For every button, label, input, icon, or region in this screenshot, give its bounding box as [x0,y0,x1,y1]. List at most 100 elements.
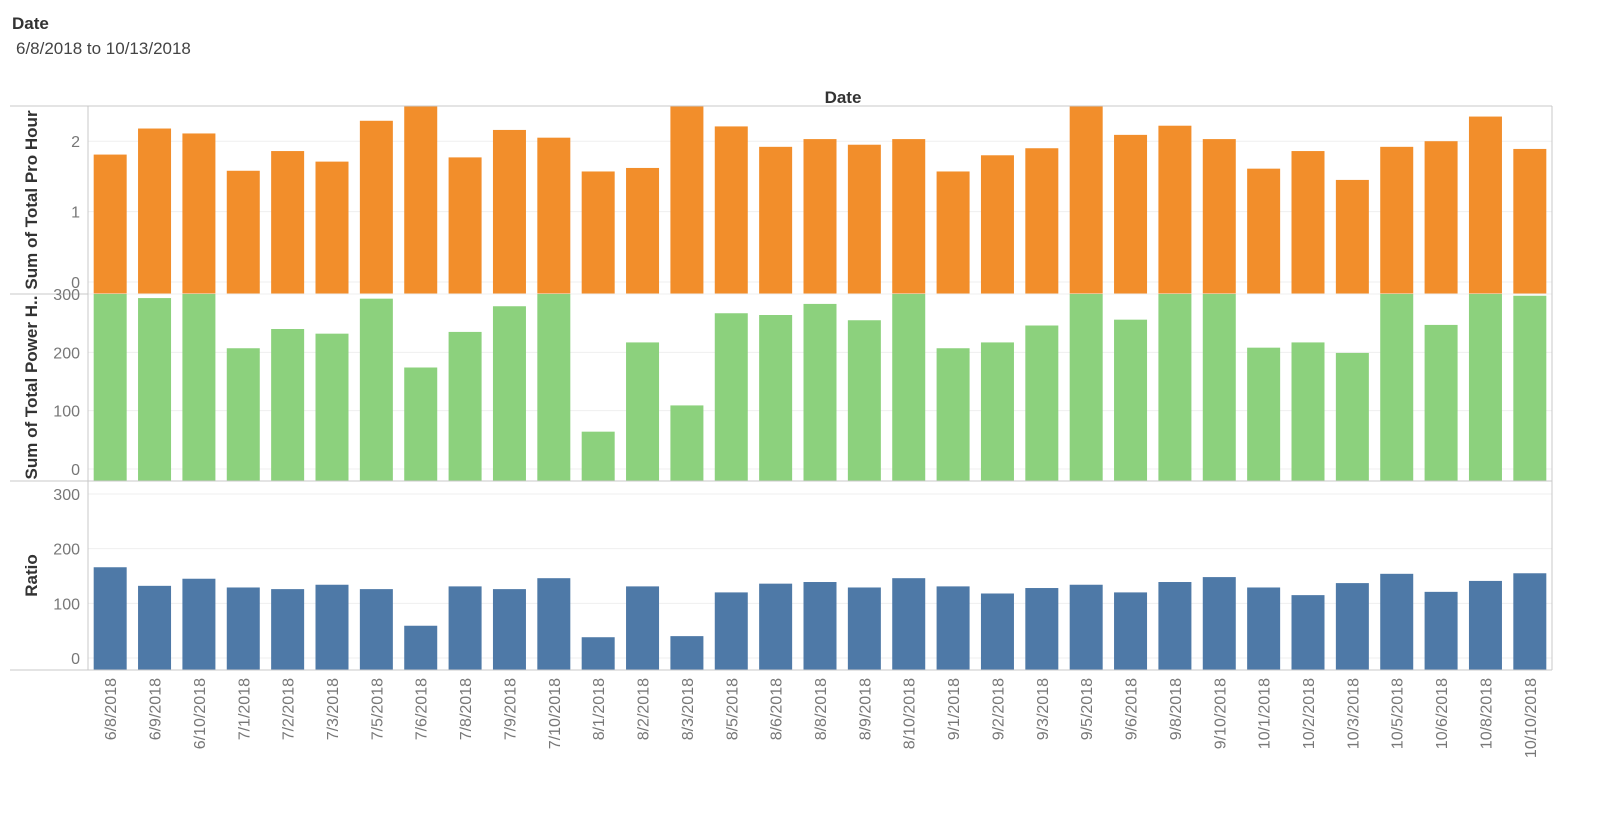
bar[interactable] [847,320,881,481]
bar[interactable] [1424,324,1458,481]
bar[interactable] [892,139,926,294]
bar[interactable] [315,333,349,481]
bar[interactable] [803,303,837,481]
bar[interactable] [138,128,172,294]
bar[interactable] [581,637,615,670]
bar[interactable] [226,170,260,294]
bar[interactable] [1380,146,1414,294]
bar[interactable] [537,578,571,670]
bar[interactable] [1291,342,1325,481]
bar[interactable] [1291,595,1325,670]
bar[interactable] [1468,580,1502,670]
bar[interactable] [670,405,704,481]
bar[interactable] [138,585,172,670]
bar[interactable] [138,298,172,481]
bar[interactable] [1069,294,1103,481]
bar[interactable] [803,139,837,294]
bar[interactable] [492,129,526,294]
bar[interactable] [271,329,305,481]
filter-range[interactable]: 6/8/2018 to 10/13/2018 [16,39,191,58]
bar[interactable] [226,348,260,481]
bar[interactable] [1114,134,1148,294]
bar[interactable] [1202,139,1236,294]
bar[interactable] [1114,592,1148,670]
bar[interactable] [892,578,926,670]
bar[interactable] [537,137,571,294]
bar[interactable] [404,367,438,482]
bar[interactable] [448,586,482,670]
bar[interactable] [759,146,793,294]
bar[interactable] [1335,583,1369,670]
bar[interactable] [1513,295,1547,481]
bar[interactable] [714,313,748,481]
bar[interactable] [1158,582,1192,670]
bar[interactable] [892,294,926,481]
bar[interactable] [93,567,127,670]
bar[interactable] [847,587,881,670]
bar[interactable] [1513,148,1547,294]
bar[interactable] [1291,151,1325,294]
bar[interactable] [670,636,704,670]
bar[interactable] [980,342,1014,481]
bar[interactable] [626,586,660,670]
bar[interactable] [492,589,526,670]
bar[interactable] [1158,294,1192,481]
bar[interactable] [759,315,793,481]
bar[interactable] [936,586,970,670]
bar[interactable] [182,578,216,670]
bar[interactable] [936,171,970,294]
bar[interactable] [1424,591,1458,670]
bar[interactable] [936,348,970,481]
bar[interactable] [315,161,349,294]
bar[interactable] [93,294,127,481]
bar[interactable] [626,342,660,481]
bar[interactable] [1025,588,1059,670]
bar[interactable] [271,151,305,294]
bar[interactable] [1069,584,1103,670]
bar[interactable] [581,171,615,294]
bar[interactable] [93,154,127,294]
bar[interactable] [182,133,216,294]
bar[interactable] [1380,294,1414,481]
bar[interactable] [581,431,615,481]
bar[interactable] [404,106,438,294]
bar[interactable] [1335,352,1369,481]
bar[interactable] [1380,573,1414,670]
bar[interactable] [404,625,438,670]
bar[interactable] [759,583,793,670]
bar[interactable] [182,294,216,481]
bar[interactable] [1069,106,1103,294]
bar[interactable] [271,589,305,670]
bar[interactable] [1247,347,1281,481]
bar[interactable] [1424,141,1458,294]
bar[interactable] [492,306,526,481]
bar[interactable] [803,582,837,670]
bar[interactable] [1247,168,1281,294]
bar[interactable] [359,298,393,481]
bar[interactable] [1158,125,1192,294]
bar[interactable] [315,584,349,670]
bar[interactable] [1468,116,1502,294]
bar[interactable] [714,592,748,670]
bar[interactable] [980,593,1014,670]
bar[interactable] [1025,325,1059,482]
bar[interactable] [626,167,660,294]
bar[interactable] [670,106,704,294]
bar[interactable] [226,587,260,670]
bar[interactable] [1025,148,1059,294]
bar[interactable] [1114,319,1148,481]
bar[interactable] [1468,294,1502,481]
bar[interactable] [448,157,482,294]
bar[interactable] [847,144,881,294]
bar[interactable] [714,126,748,294]
bar[interactable] [537,294,571,481]
bar[interactable] [359,120,393,294]
bar[interactable] [1202,577,1236,670]
bar[interactable] [1335,179,1369,294]
bar[interactable] [1247,587,1281,670]
bar[interactable] [448,331,482,481]
bar[interactable] [359,589,393,670]
bar[interactable] [1202,294,1236,481]
bar[interactable] [980,155,1014,294]
bar[interactable] [1513,573,1547,670]
